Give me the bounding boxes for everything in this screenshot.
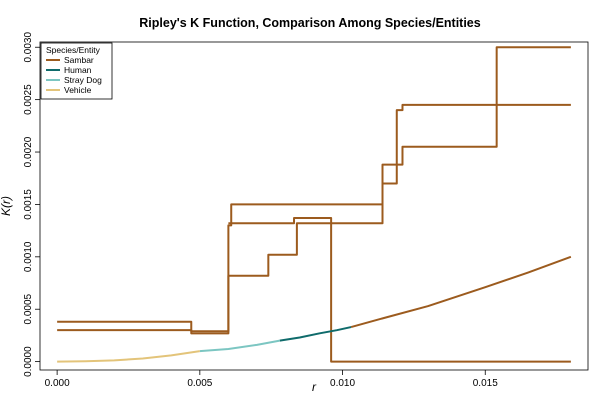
x-tick-label: 0.005 (187, 378, 212, 389)
y-tick-label: 0.0025 (23, 84, 34, 115)
series-layer (57, 46, 572, 363)
series-line-stray-dog-5 (199, 339, 280, 353)
y-axis: 0.0000 0.0005 0.0010 0.0015 0.0020 0.0025 0.00… (23, 32, 40, 377)
series-line-sambar-3 (350, 255, 572, 329)
y-tick-label: 0.0020 (23, 136, 34, 167)
series-line-sambar-0 (57, 103, 571, 333)
x-axis-label: r (312, 380, 317, 394)
x-tick-label: 0.010 (330, 378, 355, 389)
series-line-vehicle-6 (57, 350, 200, 363)
y-tick-label: 0.0015 (23, 189, 34, 220)
legend-label-vehicle: Vehicle (64, 85, 92, 95)
legend-label-sambar: Sambar (64, 55, 94, 65)
legend-label-stray-dog: Stray Dog (64, 75, 102, 85)
y-axis-label: K(r) (0, 196, 13, 216)
y-tick-label: 0.0000 (23, 346, 34, 377)
x-tick-label: 0.000 (45, 378, 70, 389)
y-tick-label: 0.0005 (23, 293, 34, 324)
legend-title: Species/Entity (46, 45, 101, 55)
y-tick-label: 0.0010 (23, 241, 34, 272)
series-line-human-4 (279, 326, 352, 342)
series-line-sambar-2 (228, 217, 571, 363)
plot-frame (39, 41, 589, 371)
series-line-sambar-1 (57, 46, 571, 335)
x-axis: 0.000 0.005 0.010 0.015 (45, 370, 498, 389)
chart-title: Ripley's K Function, Comparison Among Sp… (139, 16, 480, 30)
y-tick-label: 0.0030 (23, 32, 34, 63)
legend-label-human: Human (64, 65, 92, 75)
x-tick-label: 0.015 (473, 378, 498, 389)
